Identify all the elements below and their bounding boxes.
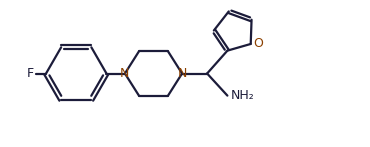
Text: N: N xyxy=(120,67,130,80)
Text: NH₂: NH₂ xyxy=(231,89,255,102)
Text: F: F xyxy=(27,67,34,80)
Text: O: O xyxy=(254,37,263,50)
Text: N: N xyxy=(177,67,187,80)
